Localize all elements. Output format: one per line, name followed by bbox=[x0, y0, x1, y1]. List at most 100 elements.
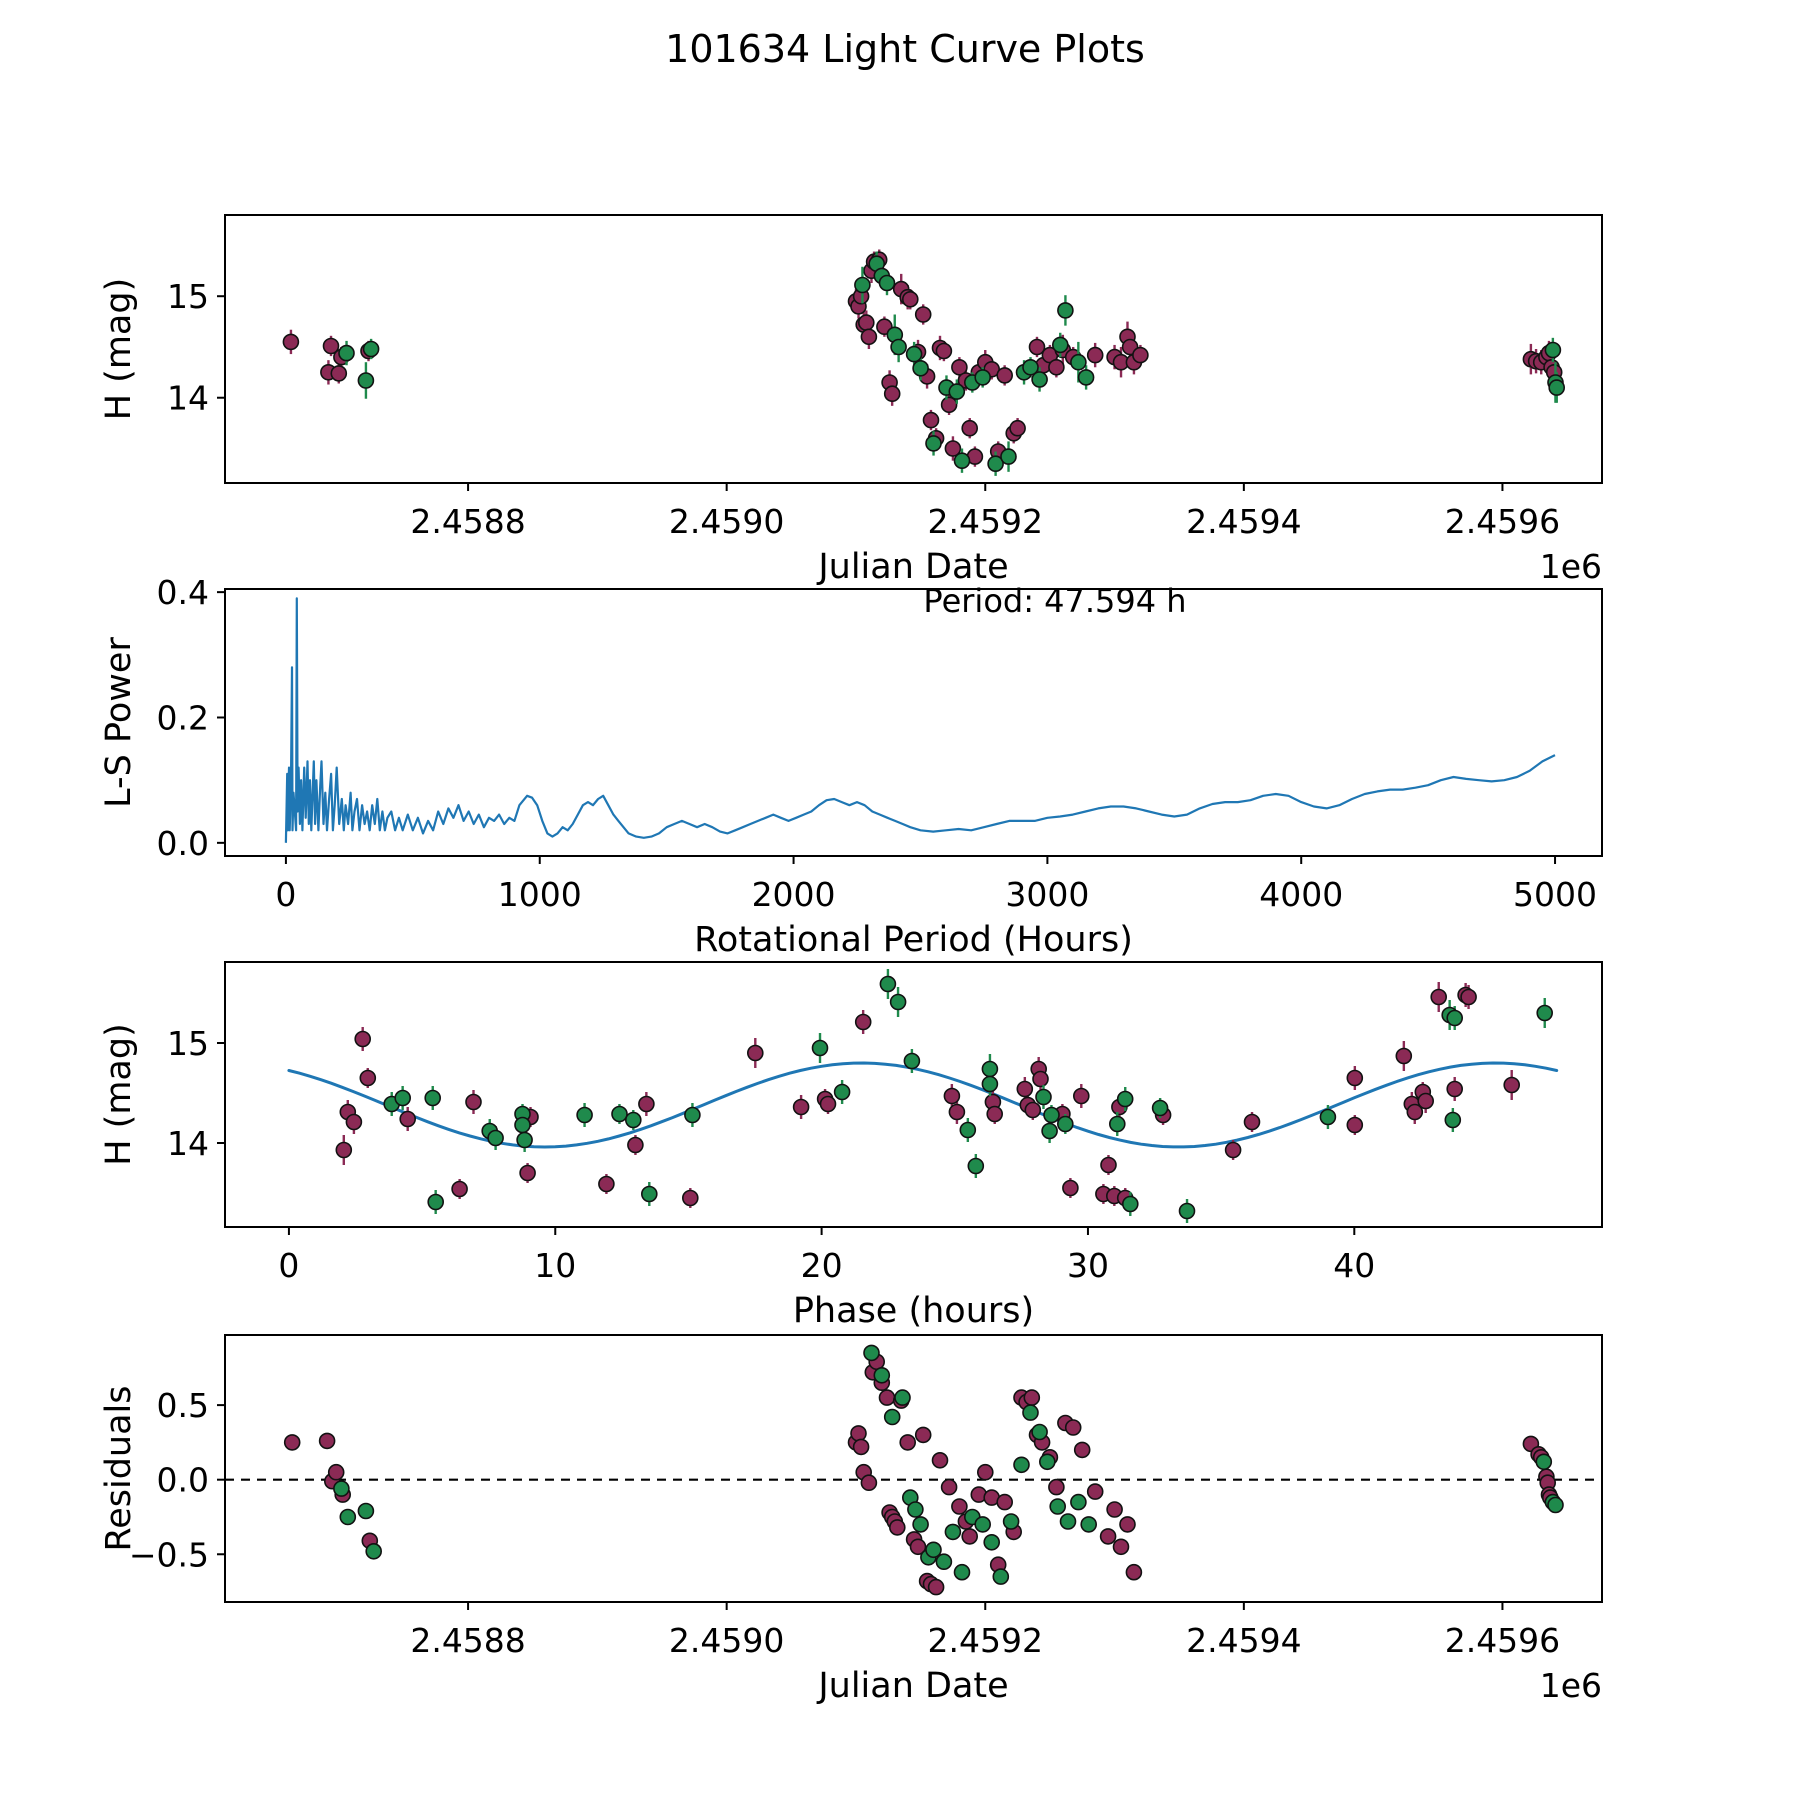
data-point-filter-purple bbox=[1100, 1156, 1117, 1174]
data-point-filter-purple bbox=[1062, 1179, 1079, 1197]
data-point-filter-purple bbox=[944, 440, 962, 457]
y-axis-label-light-curve: H (mag) bbox=[99, 278, 139, 421]
data-point-filter-green bbox=[1041, 1122, 1058, 1140]
data-point-filter-purple bbox=[888, 1519, 906, 1536]
axes-frame-residuals bbox=[224, 1334, 1603, 1603]
y-tick-label: 0.2 bbox=[157, 698, 209, 737]
data-point-filter-purple bbox=[940, 1478, 958, 1496]
data-point-filter-purple bbox=[1243, 1113, 1261, 1131]
data-point-filter-green bbox=[981, 1075, 999, 1093]
y-tick-label: 0.0 bbox=[157, 1461, 209, 1500]
data-point-filter-purple bbox=[1503, 1076, 1520, 1094]
data-point-filter-purple bbox=[1346, 1116, 1364, 1134]
data-point-filter-purple bbox=[1028, 338, 1046, 356]
x-tick-label: 10 bbox=[534, 1246, 576, 1285]
data-point-filter-purple bbox=[996, 1493, 1014, 1511]
data-point-filter-purple bbox=[318, 1432, 336, 1450]
data-point-filter-purple bbox=[1446, 1080, 1463, 1098]
data-point-filter-purple bbox=[996, 367, 1014, 384]
x-tick-label: 2.4592 bbox=[928, 502, 1043, 541]
y-tick-label: 0.5 bbox=[157, 1386, 209, 1425]
x-tick-label: 40 bbox=[1333, 1246, 1375, 1285]
data-point-filter-green bbox=[863, 1344, 880, 1362]
data-point-filter-purple bbox=[519, 1164, 536, 1182]
data-point-filter-green bbox=[1178, 1202, 1196, 1220]
data-point-filter-purple bbox=[1023, 1389, 1041, 1406]
data-point-filter-purple bbox=[283, 1434, 301, 1451]
x-tick-label: 3000 bbox=[1005, 875, 1089, 914]
data-point-filter-green bbox=[424, 1089, 442, 1107]
data-point-filter-green bbox=[1536, 1004, 1553, 1022]
data-point-filter-purple bbox=[927, 1578, 945, 1596]
data-point-filter-purple bbox=[1430, 988, 1447, 1006]
data-point-filter-green bbox=[992, 1568, 1010, 1585]
data-point-filter-purple bbox=[857, 314, 875, 331]
data-point-filter-purple bbox=[345, 1113, 363, 1131]
data-point-filter-green bbox=[959, 1121, 977, 1139]
data-point-filter-purple bbox=[1009, 419, 1026, 437]
data-point-filter-green bbox=[889, 993, 907, 1011]
data-point-filter-purple bbox=[1112, 1538, 1130, 1556]
data-point-filter-purple bbox=[359, 1069, 377, 1087]
data-point-filter-green bbox=[953, 452, 971, 470]
x-tick-label: 2.4594 bbox=[1186, 502, 1301, 541]
data-point-filter-green bbox=[981, 1060, 999, 1078]
data-point-filter-green bbox=[516, 1131, 533, 1149]
data-point-filter-purple bbox=[354, 1030, 372, 1048]
data-point-filter-purple bbox=[951, 358, 968, 376]
data-point-filter-purple bbox=[931, 1452, 949, 1469]
data-point-filter-green bbox=[576, 1106, 593, 1124]
periodogram-line bbox=[284, 597, 1556, 843]
x-axis-label-phase-curve: Phase (hours) bbox=[793, 1291, 1034, 1331]
data-point-filter-green bbox=[684, 1106, 701, 1124]
data-point-filter-purple bbox=[1016, 1080, 1034, 1098]
data-point-filter-green bbox=[1151, 1099, 1169, 1117]
data-point-filter-purple bbox=[598, 1175, 615, 1193]
data-point-filter-green bbox=[338, 344, 355, 362]
x-tick-label: 2.4588 bbox=[410, 1621, 525, 1660]
data-point-filter-purple bbox=[1024, 1101, 1042, 1119]
data-point-filter-green bbox=[1077, 369, 1095, 386]
data-point-filter-green bbox=[878, 274, 896, 292]
data-point-filter-purple bbox=[282, 333, 300, 351]
data-point-filter-purple bbox=[922, 411, 940, 429]
y-tick-label: 15 bbox=[167, 1024, 209, 1063]
data-point-filter-green bbox=[974, 1516, 992, 1533]
data-point-filter-purple bbox=[850, 1425, 867, 1442]
data-point-filter-purple bbox=[961, 1528, 979, 1545]
data-point-filter-purple bbox=[961, 419, 979, 437]
data-point-filter-green bbox=[514, 1116, 531, 1134]
data-point-filter-green bbox=[394, 1089, 412, 1107]
data-point-filter-green bbox=[1548, 379, 1565, 396]
axes-frame-light-curve bbox=[224, 214, 1603, 484]
y-tick-label: 0.4 bbox=[157, 573, 209, 612]
data-point-filter-purple bbox=[951, 1498, 968, 1515]
x-axis-label-residuals: Julian Date bbox=[816, 1666, 1008, 1706]
x-tick-label: 2.4590 bbox=[669, 502, 784, 541]
x-tick-label: 2000 bbox=[752, 875, 836, 914]
data-point-filter-green bbox=[1035, 1088, 1052, 1106]
data-point-filter-green bbox=[925, 1541, 942, 1559]
data-point-filter-green bbox=[1446, 1009, 1463, 1027]
data-point-filter-green bbox=[905, 345, 923, 363]
data-point-filter-green bbox=[894, 1389, 911, 1406]
data-point-filter-green bbox=[944, 1523, 962, 1541]
data-point-filter-green bbox=[1080, 1516, 1097, 1533]
data-point-filter-purple bbox=[327, 1463, 345, 1481]
data-point-filter-purple bbox=[1048, 358, 1065, 376]
data-point-filter-green bbox=[640, 1185, 658, 1203]
x-tick-label: 20 bbox=[801, 1246, 843, 1285]
data-point-filter-purple bbox=[854, 1013, 872, 1031]
data-point-filter-purple bbox=[899, 1434, 917, 1451]
data-point-filter-green bbox=[1002, 1513, 1020, 1530]
data-point-filter-green bbox=[1547, 1496, 1564, 1514]
data-point-filter-green bbox=[833, 1083, 851, 1101]
data-point-filter-green bbox=[1031, 1423, 1048, 1441]
data-point-filter-green bbox=[983, 1534, 1001, 1551]
data-point-filter-purple bbox=[1119, 1516, 1136, 1533]
x-tick-label: 1000 bbox=[498, 875, 582, 914]
data-point-filter-green bbox=[935, 1553, 953, 1570]
data-point-filter-green bbox=[357, 372, 375, 389]
data-point-filter-green bbox=[362, 340, 380, 358]
data-point-filter-green bbox=[1022, 358, 1039, 376]
